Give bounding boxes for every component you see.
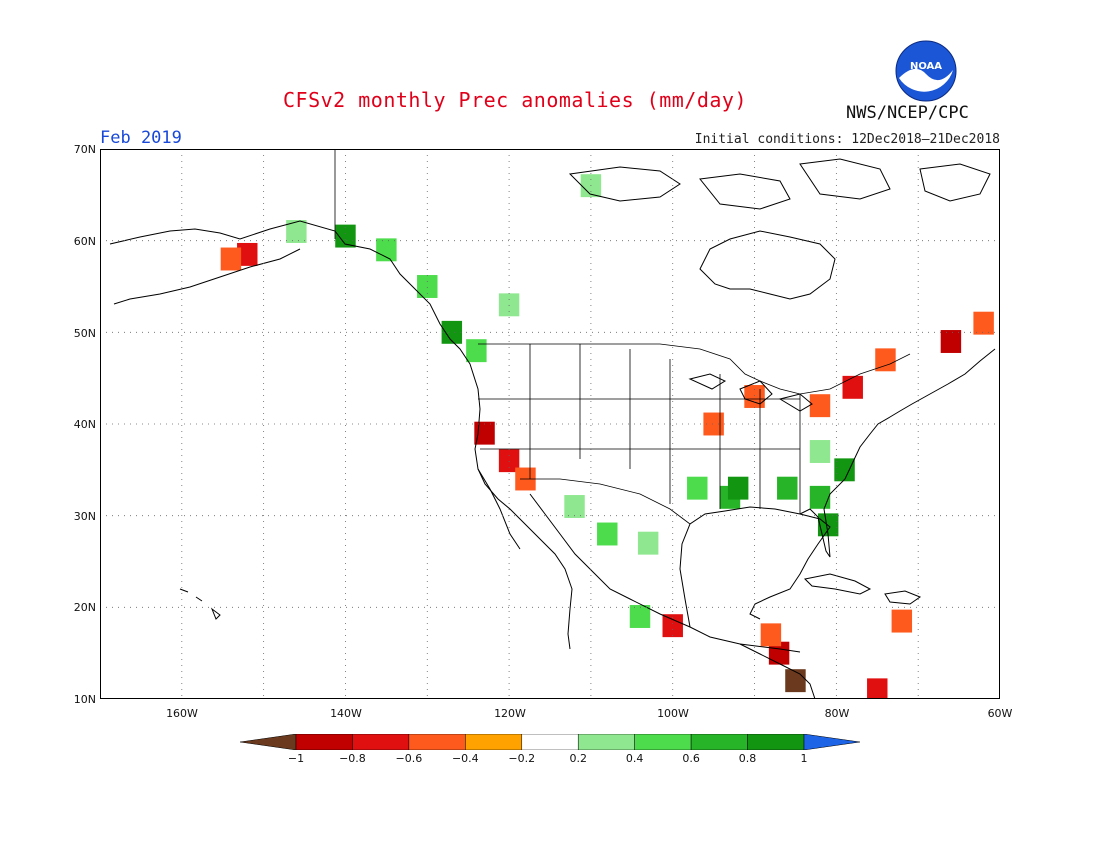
anomaly-cell: [809, 394, 831, 418]
anomaly-cell: [817, 513, 839, 537]
colorbar-segment: [634, 734, 692, 750]
lon-label: 140W: [330, 707, 362, 720]
lon-label: 100W: [657, 707, 689, 720]
colorbar-tick-label: 0.2: [569, 752, 587, 765]
colorbar-tick-label: −0.4: [451, 752, 479, 765]
anomaly-cells: [220, 174, 994, 699]
anomaly-cell: [809, 440, 831, 463]
anomaly-cell: [867, 678, 888, 699]
colorbar-tick-label: −0.6: [395, 752, 423, 765]
colorbar-tick-label: −1: [287, 752, 305, 765]
anomaly-cell: [597, 522, 618, 546]
lon-label: 160W: [166, 707, 198, 720]
anomaly-cell: [834, 458, 855, 482]
colorbar-tick-label: 0.4: [625, 752, 644, 765]
colorbar-segment: [352, 734, 410, 750]
graticule: [100, 149, 1000, 699]
lat-label: 50N: [73, 327, 96, 340]
colorbar-segment: [747, 734, 805, 750]
lat-label: 40N: [73, 418, 96, 431]
anomaly-map: [100, 149, 1000, 699]
anomaly-cell: [785, 669, 806, 693]
anomaly-cell: [973, 311, 994, 335]
anomaly-cell: [662, 614, 683, 638]
anomaly-cell: [727, 476, 749, 500]
anomaly-cell: [498, 293, 520, 317]
anomaly-cell: [777, 476, 798, 500]
chart-title: CFSv2 monthly Prec anomalies (mm/day): [282, 88, 748, 112]
anomaly-cell: [842, 375, 863, 399]
lat-label: 60N: [73, 235, 96, 248]
lon-label: 120W: [494, 707, 526, 720]
colorbar-segment: [521, 734, 579, 750]
anomaly-cell: [875, 348, 896, 372]
anomaly-cell: [629, 605, 651, 628]
coastlines: [109, 158, 996, 699]
lat-label: 30N: [73, 510, 96, 523]
anomaly-cell: [376, 238, 397, 262]
colorbar-segment: [295, 734, 353, 750]
colorbar-segment: [408, 734, 466, 750]
initial-conditions: Initial conditions: 12Dec2018–21Dec2018: [694, 132, 1000, 147]
colorbar-tick-label: 1: [800, 752, 808, 765]
anomaly-cell: [687, 476, 708, 500]
anomaly-cell: [564, 495, 585, 518]
anomaly-cell: [417, 275, 438, 298]
colorbar-segment: [465, 734, 523, 750]
anomaly-cell: [744, 385, 765, 408]
lon-label: 80W: [824, 707, 850, 720]
noaa-logo-text: NOAA: [910, 61, 942, 72]
anomaly-cell: [335, 224, 356, 248]
month-label: Feb 2019: [100, 128, 182, 148]
anomaly-cell: [637, 531, 659, 555]
lat-label: 20N: [73, 601, 96, 614]
colorbar-tick-label: −0.8: [339, 752, 366, 765]
colorbar-segment: [577, 734, 635, 750]
lat-label: 70N: [73, 143, 96, 156]
anomaly-cell: [441, 320, 463, 344]
anomaly-cell: [891, 609, 913, 633]
lon-label: 60W: [987, 707, 1013, 720]
anomaly-cell: [703, 412, 724, 436]
anomaly-cell: [760, 623, 782, 647]
colorbar: [240, 734, 860, 750]
anomaly-cell: [809, 485, 831, 509]
noaa-logo-icon: NOAA: [895, 40, 957, 102]
anomaly-cell: [940, 330, 962, 353]
colorbar-segment: [240, 734, 297, 750]
colorbar-tick-label: 0.8: [738, 752, 757, 765]
colorbar-segment: [690, 734, 748, 750]
anomaly-cell: [768, 641, 790, 665]
anomaly-cell: [286, 220, 307, 243]
borders: [334, 149, 911, 525]
agency-label: NWS/NCEP/CPC: [846, 103, 969, 123]
anomaly-cell: [466, 339, 487, 363]
anomaly-cell: [220, 247, 242, 271]
anomaly-cell: [498, 449, 520, 473]
lat-label: 10N: [73, 693, 96, 706]
colorbar-tick-label: 0.6: [682, 752, 700, 765]
anomaly-cell: [474, 421, 495, 445]
anomaly-cell: [237, 242, 258, 266]
colorbar-segment: [803, 734, 860, 750]
colorbar-tick-label: −0.2: [508, 752, 536, 765]
